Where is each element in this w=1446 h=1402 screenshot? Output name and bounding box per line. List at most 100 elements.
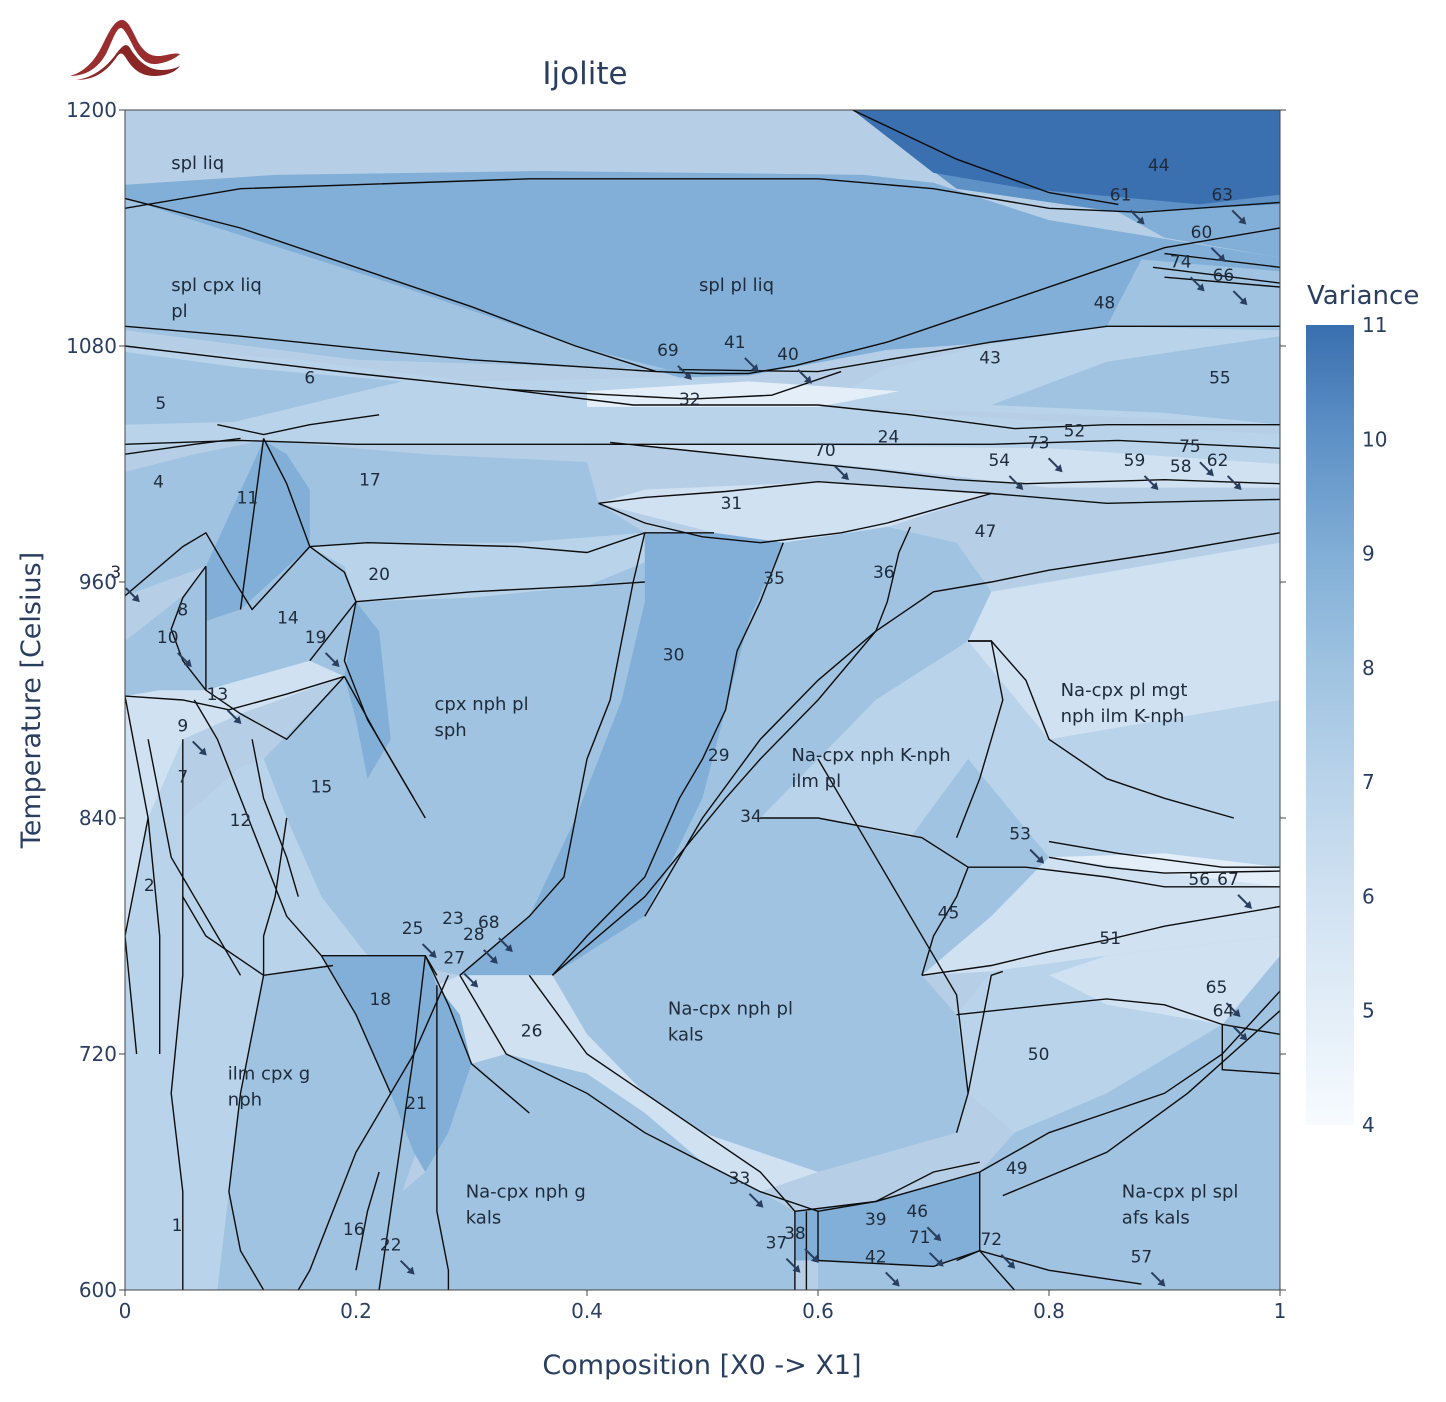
field-label-2: 2 [144,876,155,896]
field-arrowhead-22 [406,1266,415,1275]
phase-boundary-5 [1164,276,1280,288]
phase-boundary-25 [309,601,357,662]
phase-boundary-29 [459,532,646,976]
phase-boundary-16 [598,492,992,544]
field-label-12: 12 [230,811,252,831]
field-arrowhead-72 [1007,1260,1016,1269]
field-region-1 [852,110,1280,205]
phase-boundary-13 [610,441,1280,485]
phase-boundary-56 [193,699,322,957]
field-label-69: 69 [657,341,679,361]
field-label-20: 20 [368,565,390,585]
field-arrowhead-13 [233,716,242,724]
field-label-54: 54 [988,451,1010,471]
field-label-66: 66 [1213,266,1235,286]
field-region-42 [991,955,1280,1178]
field-arrowhead-10 [183,658,192,667]
phase-boundary-1 [852,110,1119,206]
field-label-13: 13 [207,685,229,705]
logo-icon [70,20,180,80]
phase-boundary-22 [309,532,714,554]
field-region-25 [968,542,1280,740]
field-label-29: 29 [708,746,730,766]
x-tick-label-1: 0.2 [340,1299,372,1323]
phase-boundary-8 [125,345,842,400]
field-arrowhead-28 [489,955,498,964]
field-region-40 [794,1172,980,1267]
field-region-34 [125,739,264,1290]
phase-boundary-48 [979,1250,1015,1290]
colorbar-tick-3: 7 [1362,770,1375,794]
field-arrowhead-70 [840,472,849,481]
field-label-32: 32 [679,390,701,410]
x-tick-label-5: 1 [1274,1299,1287,1323]
field-arrowhead-38 [810,1254,819,1263]
field-label-45: 45 [938,903,960,923]
phase-boundary-11 [125,437,241,455]
field-label-4: 4 [153,473,164,493]
x-tick-label-3: 0.6 [802,1299,834,1323]
field-label-46: 46 [906,1202,928,1222]
field-arrowhead-71 [935,1258,944,1267]
field-label-17: 17 [359,471,381,491]
phase-boundary-67 [262,817,288,976]
field-label-70: 70 [814,441,836,461]
colorbar-tick-7: 11 [1362,313,1387,337]
colorbar-tick-0: 4 [1362,1113,1375,1137]
phase-boundary-64 [125,817,149,1055]
phase-boundary-66 [182,896,333,977]
field-label-38: 38 [784,1224,806,1244]
phase-boundary-65 [147,739,242,976]
phase-boundary-15 [598,480,992,504]
phase-boundary-0 [125,178,1280,214]
phase-boundary-43 [979,990,1280,1173]
phase-boundary-60 [297,1092,392,1290]
plot-frame [124,109,1281,1291]
field-label-71: 71 [909,1228,931,1248]
field-arrowhead-61 [1136,216,1145,225]
field-region-13 [598,481,992,543]
field-label-spl-liq: spl liq [171,153,224,174]
field-label-72: 72 [980,1230,1002,1250]
field-label-55: 55 [1209,368,1231,388]
field-label-11: 11 [237,488,259,508]
phase-boundary-68 [343,676,426,819]
field-label-75: 75 [1179,437,1201,457]
field-region-9 [991,336,1280,425]
y-tick-label-1: 720 [79,1042,117,1066]
field-arrowhead-19 [331,658,340,667]
field-arrowhead-67 [1244,900,1253,909]
field-label-52: 52 [1064,422,1086,442]
field-label-59: 59 [1124,451,1146,471]
phase-boundary-63 [170,739,184,1290]
phase-boundary-6 [125,325,657,373]
chart-title: Ijolite [542,56,627,92]
field-label-24: 24 [878,427,900,447]
field-label-3: 3 [110,563,121,583]
field-region-39 [332,1054,795,1290]
phase-boundary-14 [991,492,1280,505]
field-arrowhead-75 [1205,468,1214,477]
field-label-10: 10 [157,628,179,648]
field-label-50: 50 [1028,1045,1050,1065]
x-tick-label-0: 0 [119,1299,132,1323]
phase-boundary-36 [921,905,1280,976]
phase-boundary-69 [251,739,299,897]
phase-boundary-4 [1152,266,1280,284]
field-label-37: 37 [766,1234,788,1254]
field-region-38 [436,975,818,1192]
field-label-cpx-nph-pl-sph: cpx nph pl sph [435,694,529,741]
phase-boundary-24 [125,675,345,711]
field-label-35: 35 [763,569,785,589]
field-label-14: 14 [277,608,299,628]
phase-boundary-58 [378,955,426,1290]
phase-boundary-17 [125,531,357,611]
field-label-40: 40 [777,345,799,365]
field-label-Na-cpx-pl-spl-afs-kals: Na-cpx pl spl afs kals [1122,1182,1239,1229]
field-region-3 [125,198,668,370]
phase-boundary-44 [1002,1010,1280,1197]
phase-boundary-39 [817,758,969,1133]
field-label-48: 48 [1094,294,1116,314]
field-label-62: 62 [1207,451,1229,471]
